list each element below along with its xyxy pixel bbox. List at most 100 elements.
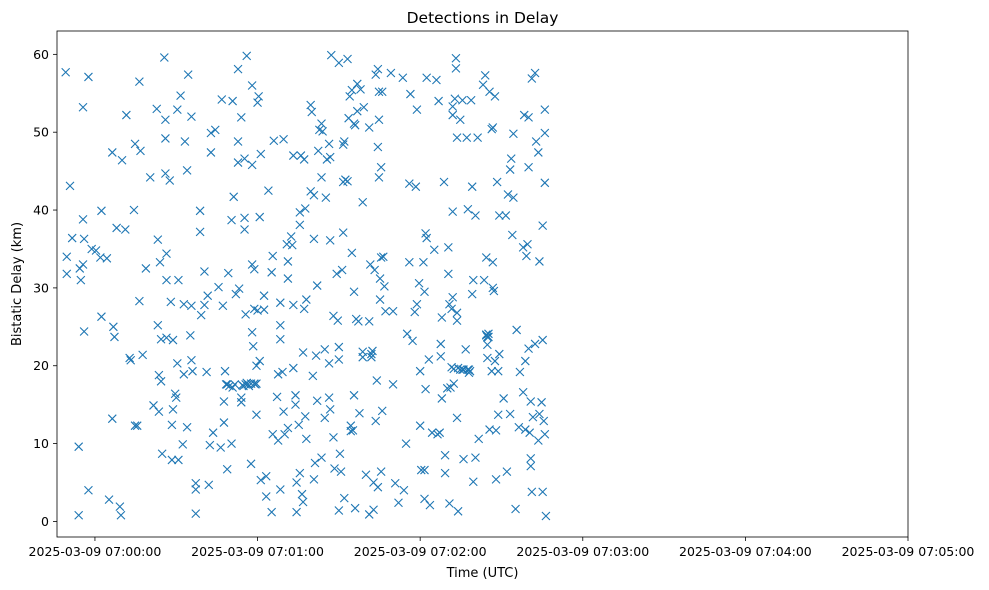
y-tick-label: 30: [33, 280, 49, 295]
data-point: [259, 291, 269, 301]
data-point: [373, 482, 383, 492]
data-point: [161, 169, 170, 178]
data-point: [448, 207, 458, 216]
data-point: [273, 369, 283, 379]
data-point: [455, 115, 465, 125]
data-point: [222, 464, 232, 474]
x-tick-label: 2025-03-09 07:05:00: [842, 544, 975, 559]
data-point: [414, 278, 424, 288]
data-point: [526, 397, 536, 406]
data-point: [425, 500, 435, 510]
data-point: [311, 351, 321, 361]
data-point: [334, 355, 344, 364]
data-point: [471, 453, 480, 462]
data-point: [317, 453, 326, 462]
data-point: [386, 68, 396, 78]
data-point: [210, 125, 220, 135]
data-point: [452, 133, 462, 143]
data-point: [298, 497, 308, 507]
data-point: [240, 154, 249, 164]
data-point: [214, 282, 223, 292]
data-point: [152, 104, 162, 114]
data-point: [191, 509, 201, 519]
data-point: [452, 413, 462, 423]
data-point: [337, 265, 347, 275]
data-point: [338, 228, 348, 238]
data-point: [299, 155, 309, 164]
data-point: [135, 77, 144, 86]
data-point: [301, 295, 311, 304]
data-point: [117, 155, 127, 165]
x-axis-ticks: 2025-03-09 07:00:00 2025-03-09 07:01:00 20…: [29, 537, 975, 559]
data-point: [439, 177, 449, 187]
data-point: [466, 95, 476, 105]
data-point: [236, 397, 246, 407]
data-point: [291, 400, 300, 410]
data-point: [372, 376, 382, 385]
plot-frame: [56, 30, 909, 538]
data-point: [373, 64, 383, 74]
y-tick-label: 10: [33, 436, 49, 451]
data-point: [488, 283, 498, 293]
data-point: [482, 353, 492, 363]
data-point: [247, 260, 257, 269]
data-point: [176, 91, 185, 101]
data-point: [76, 275, 86, 285]
data-point: [488, 257, 498, 267]
data-point: [416, 465, 426, 475]
data-point: [375, 295, 385, 304]
y-tick-label: 40: [33, 203, 49, 218]
data-point: [364, 123, 374, 132]
data-point: [223, 268, 233, 278]
data-point: [182, 422, 192, 432]
data-point: [442, 383, 452, 393]
data-point: [154, 407, 164, 417]
data-point: [373, 142, 383, 152]
data-point: [352, 79, 362, 89]
data-point: [515, 367, 525, 377]
data-point: [509, 193, 518, 202]
data-point: [149, 401, 158, 410]
data-point: [499, 394, 509, 403]
data-point: [171, 393, 181, 403]
data-point: [346, 426, 356, 436]
data-point: [110, 332, 119, 342]
y-axis-ticks: 0 10 20 30 40 50 60: [33, 47, 57, 529]
data-point: [445, 499, 454, 508]
data-point: [448, 102, 458, 111]
data-point: [404, 179, 414, 188]
y-tick-label: 20: [33, 358, 49, 373]
data-point: [269, 136, 279, 146]
data-point: [300, 411, 310, 421]
data-point: [135, 296, 144, 306]
data-point: [241, 309, 251, 319]
data-point: [280, 429, 290, 439]
data-point: [378, 252, 388, 262]
data-point: [411, 182, 421, 192]
data-point: [488, 123, 498, 132]
data-point: [365, 260, 375, 269]
data-point: [267, 267, 277, 277]
data-point: [261, 492, 271, 501]
data-point: [130, 139, 140, 149]
data-point: [424, 355, 434, 364]
data-point: [398, 73, 408, 83]
data-point: [440, 450, 450, 460]
data-point: [448, 292, 458, 302]
data-point: [453, 506, 463, 516]
data-point: [538, 221, 548, 231]
x-tick-label: 2025-03-09 07:03:00: [516, 544, 649, 559]
data-point: [523, 239, 532, 249]
data-point: [292, 507, 301, 517]
data-point: [524, 344, 533, 354]
data-point: [287, 240, 297, 250]
data-point: [343, 176, 352, 186]
data-point: [514, 422, 524, 432]
data-point: [375, 274, 385, 283]
data-point: [162, 333, 171, 343]
data-point: [168, 404, 178, 414]
data-point: [268, 429, 278, 439]
data-point: [167, 420, 177, 430]
data-point: [295, 207, 305, 217]
data-point: [369, 505, 378, 515]
